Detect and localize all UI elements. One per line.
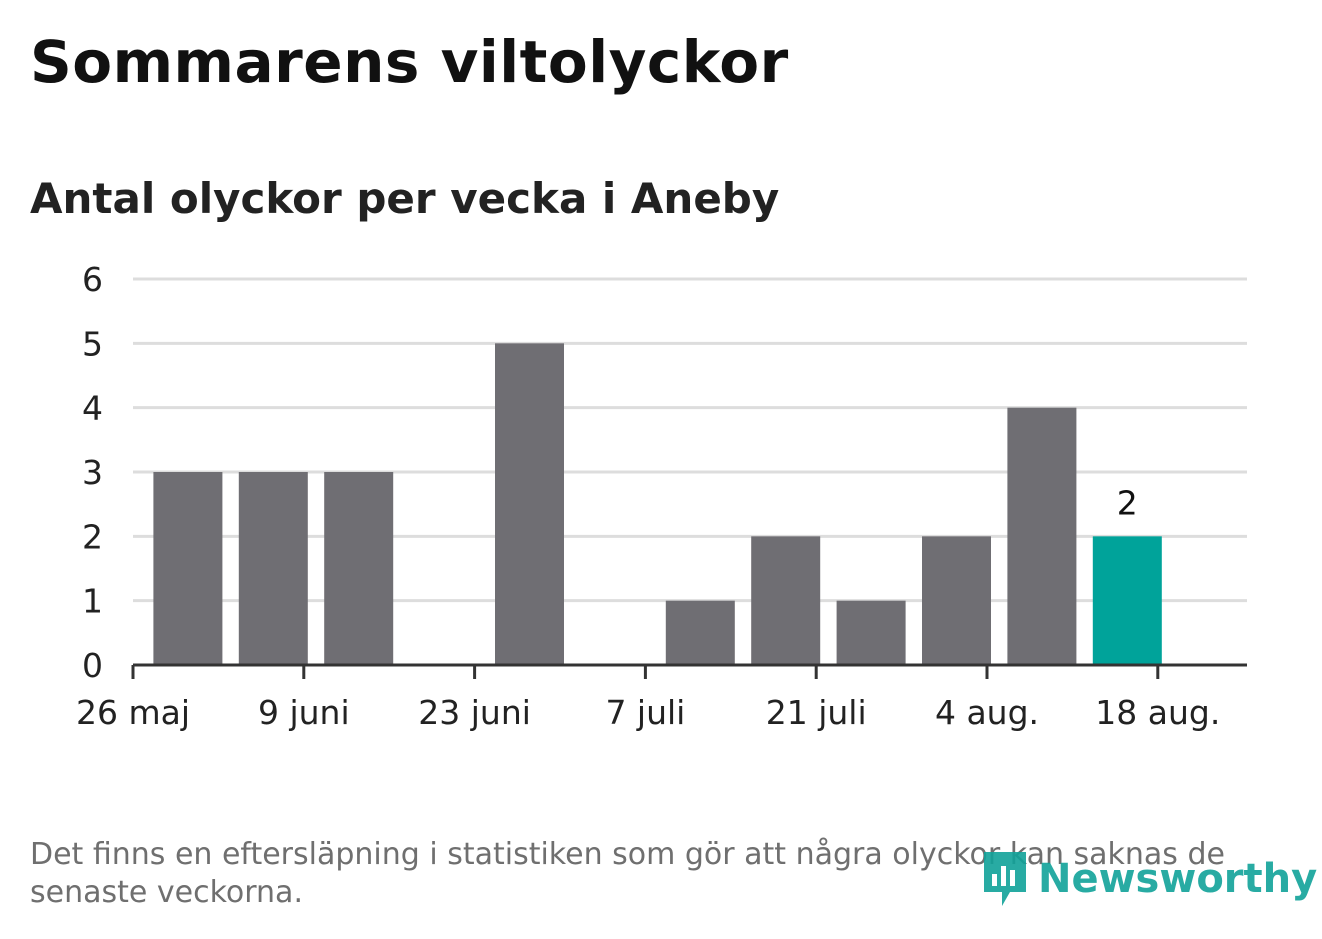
- y-tick-label: 1: [82, 582, 103, 621]
- data-label: 2: [1117, 483, 1138, 522]
- y-tick-label: 2: [82, 517, 103, 556]
- x-tick-label: 4 aug.: [935, 693, 1039, 732]
- bar: [922, 536, 991, 665]
- y-tick-label: 4: [82, 389, 103, 428]
- x-tick-label: 7 juli: [605, 693, 685, 732]
- chart-title: Sommarens viltolyckor: [30, 28, 789, 96]
- bar: [836, 600, 906, 665]
- bar: [751, 536, 821, 665]
- bar: [665, 600, 735, 665]
- bar-chart: 0 1 2 3 4 5 6 2 26 maj 9 juni 23 juni 7 juli 21 juli…: [76, 260, 1247, 732]
- x-tick-label: 26 maj: [76, 693, 190, 732]
- x-tick-label: 21 juli: [766, 693, 867, 732]
- x-tick-label: 23 juni: [418, 693, 531, 732]
- bar: [495, 343, 564, 665]
- y-tick-label: 6: [82, 260, 103, 299]
- x-tick-label: 9 juni: [258, 693, 350, 732]
- bar: [1007, 407, 1077, 665]
- bar: [153, 472, 223, 665]
- newsworthy-logo: Newsworthy: [980, 848, 1317, 910]
- bar: [238, 472, 308, 665]
- bar: [324, 472, 394, 665]
- x-tick-label: 18 aug.: [1095, 693, 1220, 732]
- y-tick-label: 0: [82, 646, 103, 685]
- y-tick-label: 5: [82, 324, 103, 363]
- bar: [1092, 536, 1162, 665]
- chart-subtitle: Antal olyckor per vecka i Aneby: [30, 174, 780, 223]
- logo-text: Newsworthy: [1038, 856, 1318, 902]
- y-tick-label: 3: [82, 453, 103, 492]
- bar-chart-icon: [984, 852, 1026, 906]
